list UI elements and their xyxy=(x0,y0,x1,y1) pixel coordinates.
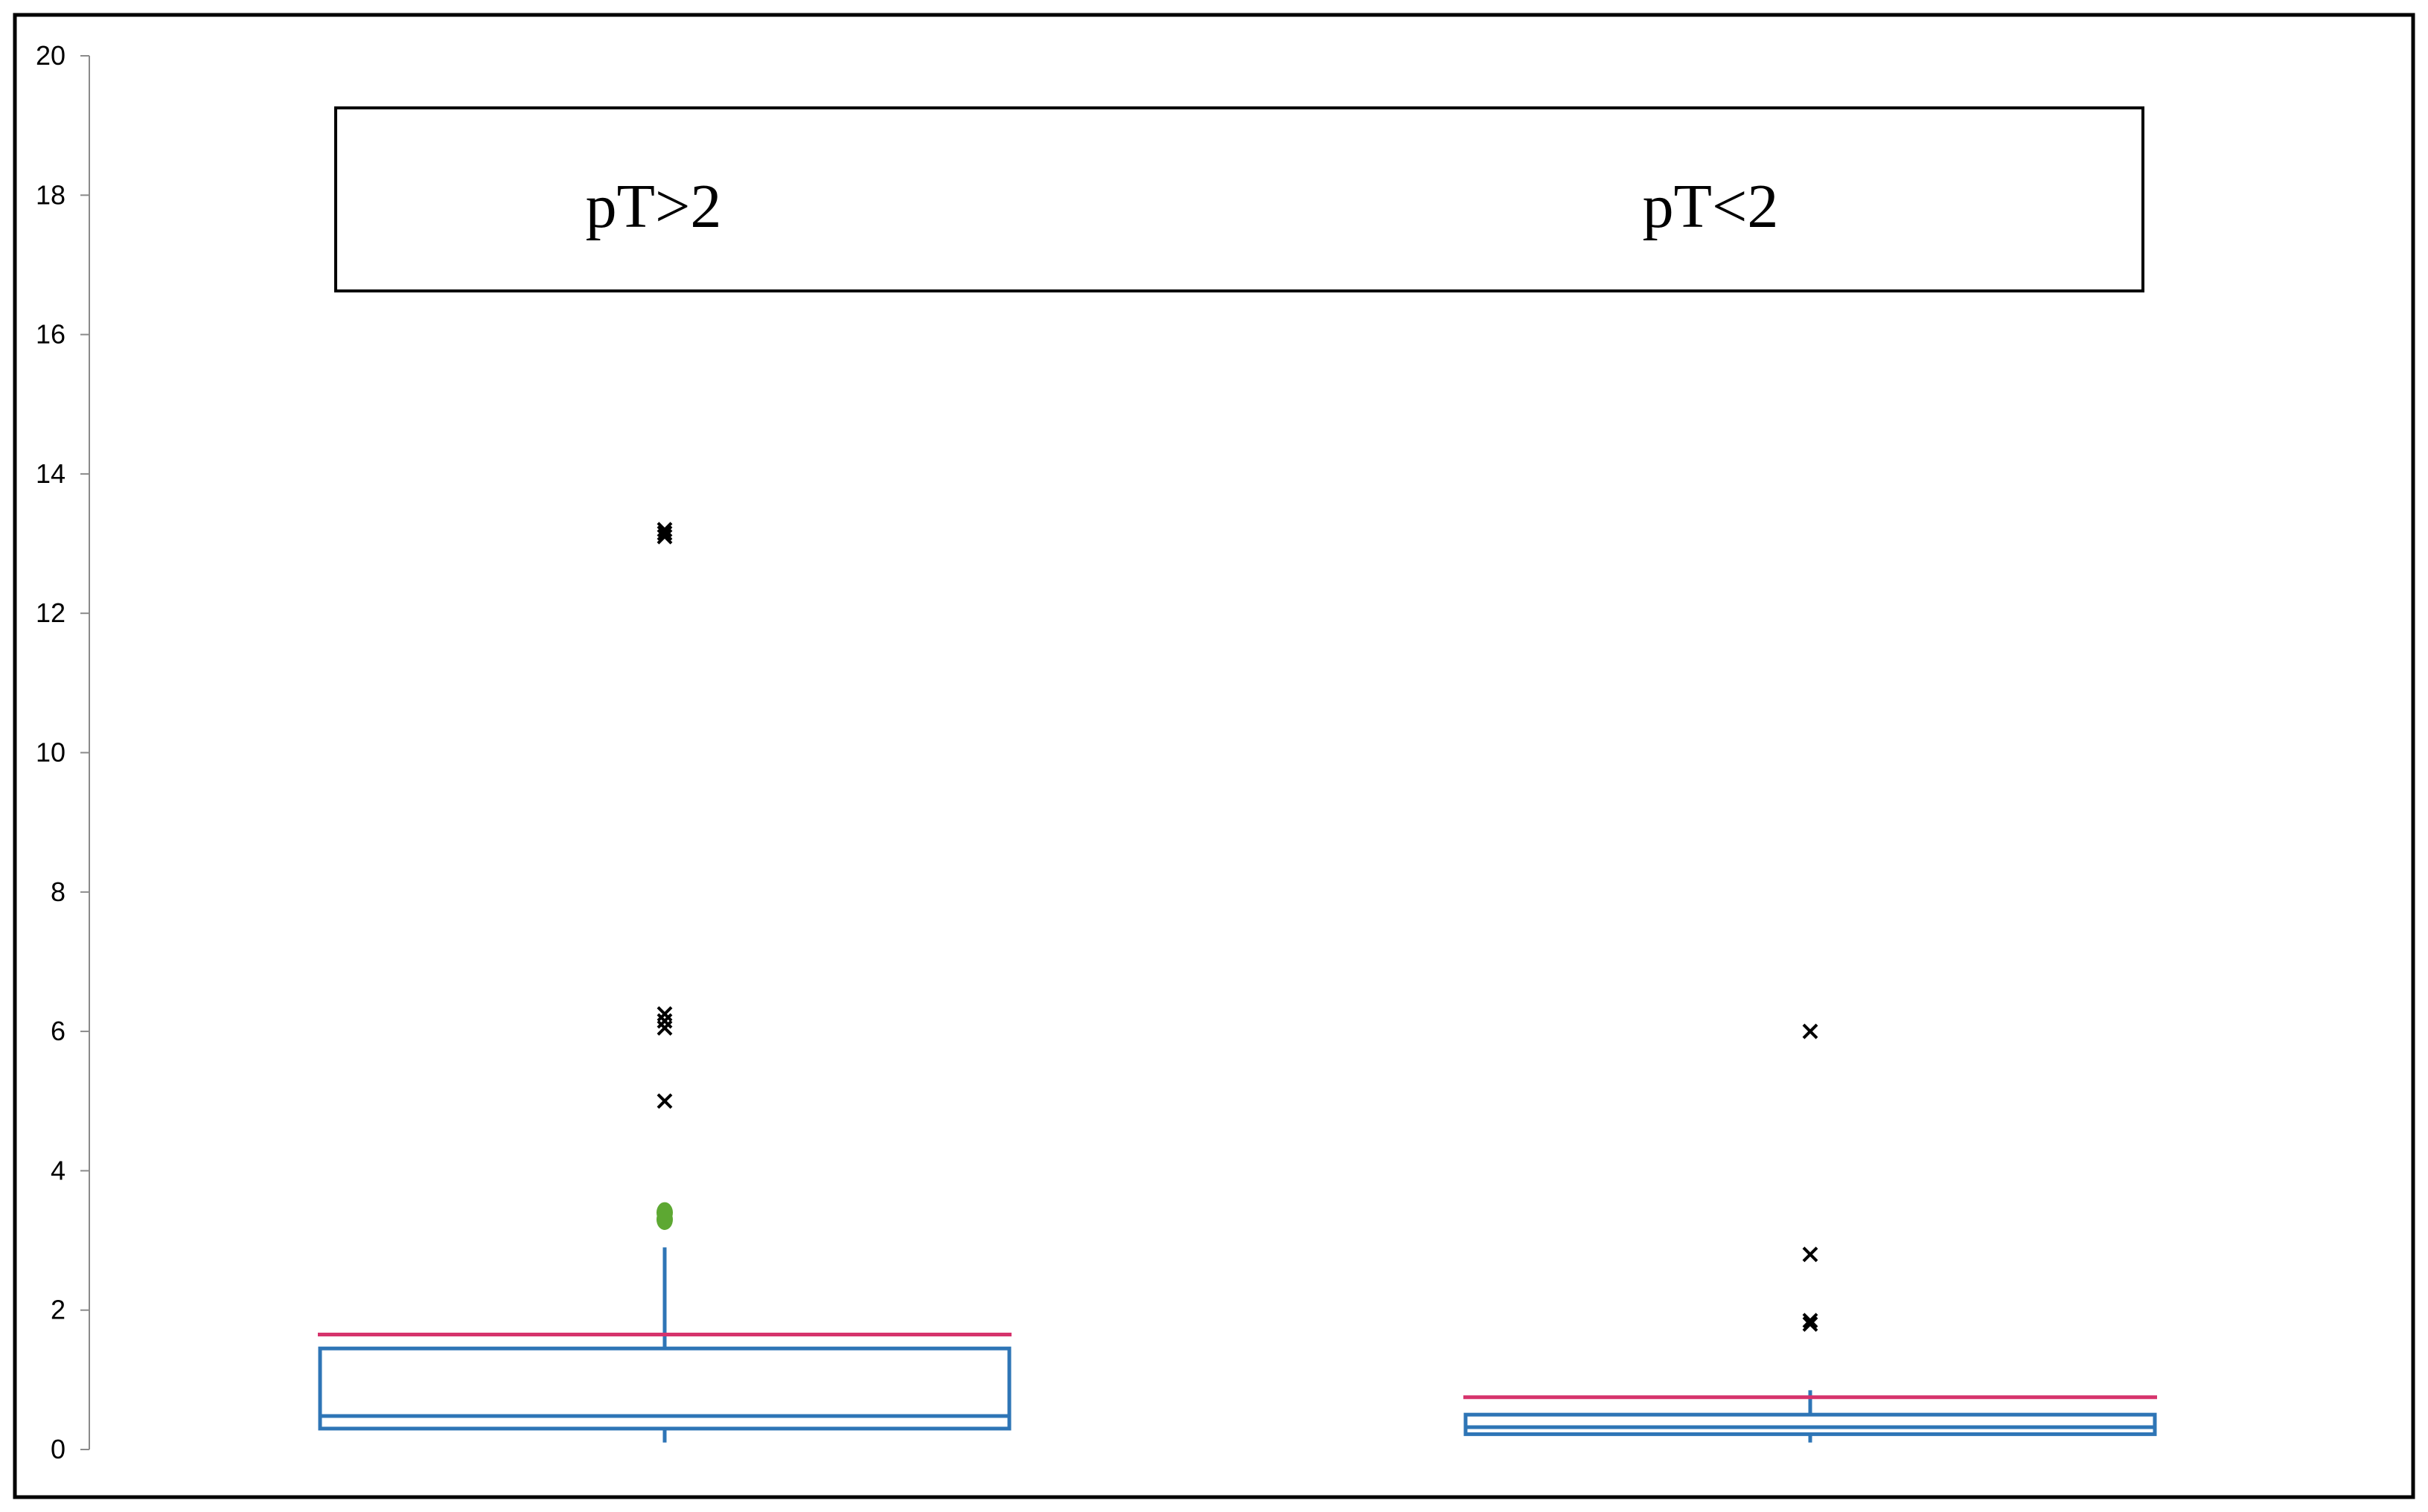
outlier-x-stroke xyxy=(656,1093,673,1109)
outlier-x xyxy=(656,525,673,541)
outlier-x-stroke xyxy=(656,1006,673,1022)
outlier-x-stroke xyxy=(1802,1313,1818,1329)
y-tick-label: 12 xyxy=(36,598,66,628)
group-label-panel: pT>2 pT<2 xyxy=(334,106,2144,292)
y-axis: 0 2 4 6 8 10 12 14 16 18 20 xyxy=(36,40,90,1464)
y-tick-label: 20 xyxy=(36,40,66,71)
y-tick-label: 6 xyxy=(51,1016,66,1046)
outlier-x-stroke xyxy=(656,525,673,541)
y-tick-label: 2 xyxy=(51,1295,66,1325)
outlier-x-stroke xyxy=(1802,1316,1818,1332)
group-label: pT>2 xyxy=(586,172,722,241)
y-tick-label: 8 xyxy=(51,877,66,907)
box-groups xyxy=(318,522,2157,1443)
group-label-box xyxy=(334,106,2144,292)
y-tick-label: 18 xyxy=(36,179,66,210)
y-tick-label: 4 xyxy=(51,1155,66,1185)
outlier-x xyxy=(1802,1023,1818,1040)
outlier-x-stroke xyxy=(1802,1023,1818,1040)
y-tick-label: 0 xyxy=(51,1434,66,1464)
y-tick-label: 14 xyxy=(36,458,66,489)
outlier-x xyxy=(1802,1313,1818,1329)
outlier-x-stroke xyxy=(1802,1246,1818,1263)
y-tick-label: 16 xyxy=(36,319,66,350)
outlier-x xyxy=(656,522,673,538)
box-group xyxy=(1463,1023,2157,1443)
box-group xyxy=(318,522,1012,1443)
y-tick-label: 10 xyxy=(36,737,66,768)
outlier-x xyxy=(656,1006,673,1022)
outlier-dot xyxy=(656,1202,673,1223)
outlier-x xyxy=(656,1093,673,1109)
group-label: pT<2 xyxy=(1643,172,1779,241)
iqr-box xyxy=(1463,1412,2157,1436)
outlier-x-stroke xyxy=(656,522,673,538)
outlier-x xyxy=(1802,1246,1818,1263)
outlier-x xyxy=(1802,1316,1818,1332)
